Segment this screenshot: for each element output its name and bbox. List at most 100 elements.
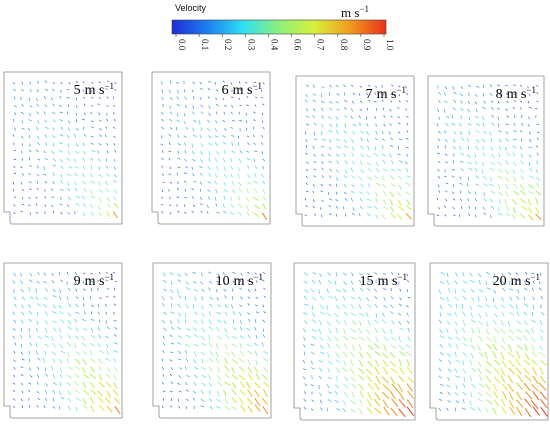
velocity-arrow bbox=[303, 295, 307, 300]
velocity-arrow bbox=[106, 173, 110, 177]
velocity-arrow bbox=[240, 350, 244, 357]
velocity-arrow bbox=[539, 391, 547, 400]
velocity-arrow bbox=[58, 405, 61, 410]
velocity-arrow bbox=[223, 320, 227, 325]
velocity-arrow bbox=[75, 304, 79, 308]
velocity-arrow bbox=[459, 176, 462, 180]
velocity-arrow bbox=[438, 206, 440, 210]
velocity-arrow bbox=[390, 100, 392, 103]
velocity-arrow bbox=[13, 272, 17, 277]
velocity-arrow bbox=[474, 191, 477, 195]
velocity-arrow bbox=[398, 399, 406, 408]
velocity-arrow bbox=[21, 173, 24, 176]
velocity-arrow bbox=[82, 195, 85, 200]
velocity-arrow bbox=[311, 336, 317, 340]
velocity-arrow bbox=[498, 168, 503, 173]
velocity-arrow bbox=[513, 138, 517, 141]
velocity-arrow bbox=[366, 92, 368, 96]
velocity-arrow bbox=[466, 154, 471, 158]
velocity-arrow bbox=[162, 350, 165, 354]
velocity-arrow bbox=[28, 197, 31, 200]
velocity-arrow bbox=[382, 107, 385, 111]
colorbar-unit: m s−1 bbox=[341, 4, 369, 20]
velocity-arrow bbox=[532, 406, 540, 416]
velocity-arrow bbox=[255, 280, 258, 283]
velocity-arrow bbox=[329, 198, 332, 201]
velocity-arrow bbox=[460, 107, 464, 112]
velocity-arrow bbox=[263, 389, 268, 397]
velocity-arrow bbox=[383, 190, 387, 196]
velocity-arrow bbox=[398, 303, 402, 307]
velocity-arrow bbox=[216, 111, 218, 115]
velocity-arrow bbox=[246, 135, 250, 138]
velocity-arrow bbox=[98, 311, 100, 315]
velocity-arrow bbox=[13, 105, 17, 108]
velocity-arrow bbox=[519, 213, 526, 219]
velocity-arrow bbox=[405, 137, 409, 140]
velocity-arrow bbox=[208, 342, 213, 348]
velocity-arrow bbox=[169, 204, 172, 206]
velocity-arrow bbox=[493, 304, 498, 310]
velocity-arrow bbox=[374, 366, 380, 375]
velocity-arrow bbox=[114, 280, 117, 283]
velocity-arrow bbox=[444, 214, 447, 217]
velocity-arrow bbox=[177, 143, 181, 145]
velocity-arrow bbox=[453, 131, 457, 135]
velocity-arrow bbox=[28, 119, 32, 122]
velocity-arrow bbox=[246, 188, 249, 194]
velocity-arrow bbox=[500, 345, 506, 351]
velocity-arrow bbox=[113, 320, 117, 322]
velocity-arrow bbox=[491, 114, 495, 118]
velocity-arrow bbox=[318, 279, 321, 285]
velocity-arrow bbox=[329, 168, 332, 172]
velocity-arrow bbox=[367, 176, 373, 180]
velocity-arrow bbox=[508, 400, 514, 409]
velocity-arrow bbox=[225, 304, 228, 308]
velocity-arrow bbox=[58, 304, 62, 309]
velocity-arrow bbox=[37, 158, 41, 161]
velocity-arrow bbox=[399, 288, 402, 292]
velocity-arrow bbox=[82, 318, 86, 322]
velocity-arrow bbox=[350, 280, 354, 285]
velocity-arrow bbox=[320, 311, 325, 315]
velocity-arrow bbox=[326, 305, 329, 311]
velocity-arrow bbox=[106, 118, 109, 122]
velocity-arrow bbox=[225, 334, 230, 339]
velocity-arrow bbox=[509, 312, 515, 316]
velocity-arrow bbox=[399, 367, 405, 375]
velocity-arrow bbox=[12, 82, 16, 85]
velocity-arrow bbox=[451, 114, 453, 119]
velocity-arrow bbox=[200, 272, 203, 277]
velocity-arrow bbox=[192, 105, 194, 109]
velocity-arrow bbox=[350, 197, 353, 202]
velocity-arrow bbox=[344, 100, 348, 103]
velocity-arrow bbox=[90, 135, 94, 138]
velocity-arrow bbox=[28, 127, 31, 131]
velocity-arrow bbox=[67, 204, 70, 208]
velocity-arrow bbox=[390, 213, 396, 219]
velocity-arrow bbox=[512, 161, 517, 166]
velocity-arrow bbox=[451, 191, 455, 194]
velocity-arrow bbox=[455, 351, 457, 357]
velocity-arrow bbox=[439, 392, 444, 394]
velocity-arrow bbox=[460, 160, 464, 163]
velocity-arrow bbox=[313, 199, 315, 202]
velocity-arrow bbox=[191, 166, 193, 170]
velocity-arrow bbox=[29, 188, 32, 191]
velocity-arrow bbox=[35, 203, 38, 206]
velocity-arrow bbox=[98, 180, 101, 186]
velocity-arrow bbox=[216, 311, 222, 315]
velocity-arrow bbox=[521, 153, 523, 158]
velocity-arrow bbox=[53, 382, 57, 386]
velocity-arrow bbox=[437, 108, 440, 113]
velocity-arrow bbox=[445, 123, 449, 126]
velocity-arrow bbox=[52, 88, 55, 91]
velocity-arrow bbox=[222, 97, 225, 101]
velocity-arrow bbox=[367, 320, 371, 326]
velocity-arrow bbox=[177, 279, 182, 283]
velocity-arrow bbox=[399, 345, 404, 350]
velocity-arrow bbox=[525, 391, 533, 400]
velocity-arrow bbox=[500, 375, 506, 384]
velocity-arrow bbox=[247, 405, 253, 413]
